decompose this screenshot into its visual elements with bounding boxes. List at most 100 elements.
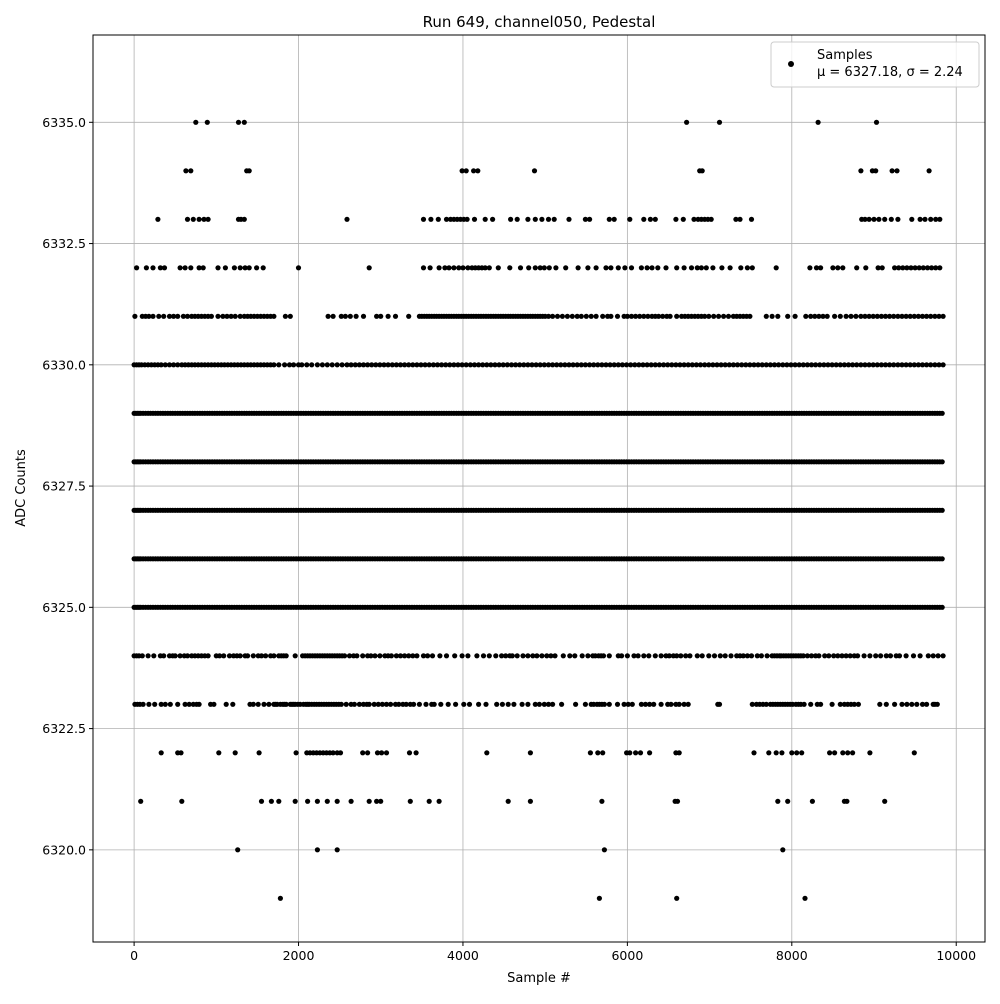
- data-point: [196, 265, 202, 271]
- data-point: [375, 701, 381, 707]
- data-point: [467, 362, 473, 368]
- data-point: [378, 313, 384, 319]
- data-point: [295, 265, 302, 271]
- data-point: [600, 653, 607, 659]
- data-point: [426, 362, 432, 368]
- data-point: [681, 362, 687, 368]
- data-point: [205, 216, 211, 222]
- data-point: [839, 653, 845, 659]
- data-point: [505, 798, 511, 804]
- data-point: [509, 653, 515, 659]
- data-point: [242, 265, 248, 271]
- data-point: [334, 847, 340, 853]
- data-point: [499, 653, 505, 659]
- data-point: [495, 265, 501, 271]
- data-point: [420, 265, 427, 271]
- data-point: [360, 653, 366, 659]
- data-point: [647, 216, 654, 222]
- data-point: [895, 313, 901, 319]
- data-point: [250, 701, 256, 707]
- data-point: [796, 362, 802, 368]
- data-point: [818, 701, 824, 707]
- data-point: [559, 313, 566, 319]
- data-point: [475, 168, 481, 174]
- data-point: [848, 313, 854, 319]
- data-point: [365, 362, 371, 368]
- data-point: [635, 653, 641, 659]
- data-point: [767, 362, 774, 368]
- data-point: [158, 750, 164, 756]
- data-point: [862, 362, 868, 368]
- data-point: [891, 313, 897, 319]
- data-point: [379, 750, 385, 756]
- data-point: [525, 653, 531, 659]
- data-point: [916, 265, 922, 271]
- x-axis-ticks: 0 2000 4000 6000 8000 10000: [130, 942, 976, 963]
- data-point: [673, 216, 679, 222]
- data-point: [759, 362, 765, 368]
- data-point: [813, 362, 819, 368]
- data-point: [140, 701, 146, 707]
- data-point: [258, 653, 265, 659]
- data-point: [820, 313, 826, 319]
- data-point: [204, 119, 210, 125]
- data-point: [743, 362, 749, 368]
- data-point: [794, 750, 800, 756]
- data-point: [697, 362, 704, 368]
- data-point: [755, 362, 761, 368]
- data-point: [459, 653, 465, 659]
- data-point: [293, 750, 299, 756]
- data-point: [261, 701, 267, 707]
- data-point: [371, 701, 377, 707]
- data-point: [907, 362, 913, 368]
- data-point: [520, 653, 526, 659]
- data-point: [161, 265, 168, 271]
- data-point: [629, 701, 635, 707]
- data-point: [821, 362, 827, 368]
- data-point: [914, 701, 920, 707]
- data-point: [924, 265, 931, 271]
- data-point: [392, 313, 399, 319]
- data-point: [601, 701, 608, 707]
- data-point: [550, 362, 556, 368]
- y-tick-label: 6322.5: [42, 721, 86, 736]
- data-point: [532, 701, 538, 707]
- data-point: [439, 362, 445, 368]
- data-point: [578, 362, 584, 368]
- data-point: [182, 265, 188, 271]
- data-point: [342, 313, 348, 319]
- data-point: [461, 701, 467, 707]
- data-point: [722, 362, 728, 368]
- data-point: [844, 798, 850, 804]
- data-point: [693, 362, 700, 368]
- data-point: [751, 750, 757, 756]
- data-point: [694, 265, 700, 271]
- data-point: [483, 701, 489, 707]
- data-point: [352, 362, 358, 368]
- data-point: [406, 653, 412, 659]
- data-point: [801, 701, 807, 707]
- data-point: [587, 216, 593, 222]
- data-point: [245, 653, 251, 659]
- data-point: [334, 362, 340, 368]
- data-point: [304, 362, 310, 368]
- chart-title: Run 649, channel050, Pedestal: [423, 13, 656, 31]
- data-point: [628, 265, 635, 271]
- data-point: [751, 362, 757, 368]
- data-point: [850, 362, 856, 368]
- data-point: [420, 653, 427, 659]
- data-point: [800, 653, 806, 659]
- data-point: [766, 750, 772, 756]
- data-point: [716, 119, 723, 125]
- data-point: [873, 119, 880, 125]
- data-point: [676, 750, 682, 756]
- data-point: [879, 265, 885, 271]
- data-point: [215, 265, 221, 271]
- data-point: [356, 362, 362, 368]
- data-point: [324, 362, 330, 368]
- data-point: [414, 362, 420, 368]
- data-point: [486, 265, 492, 271]
- data-point: [385, 362, 391, 368]
- data-point: [706, 362, 712, 368]
